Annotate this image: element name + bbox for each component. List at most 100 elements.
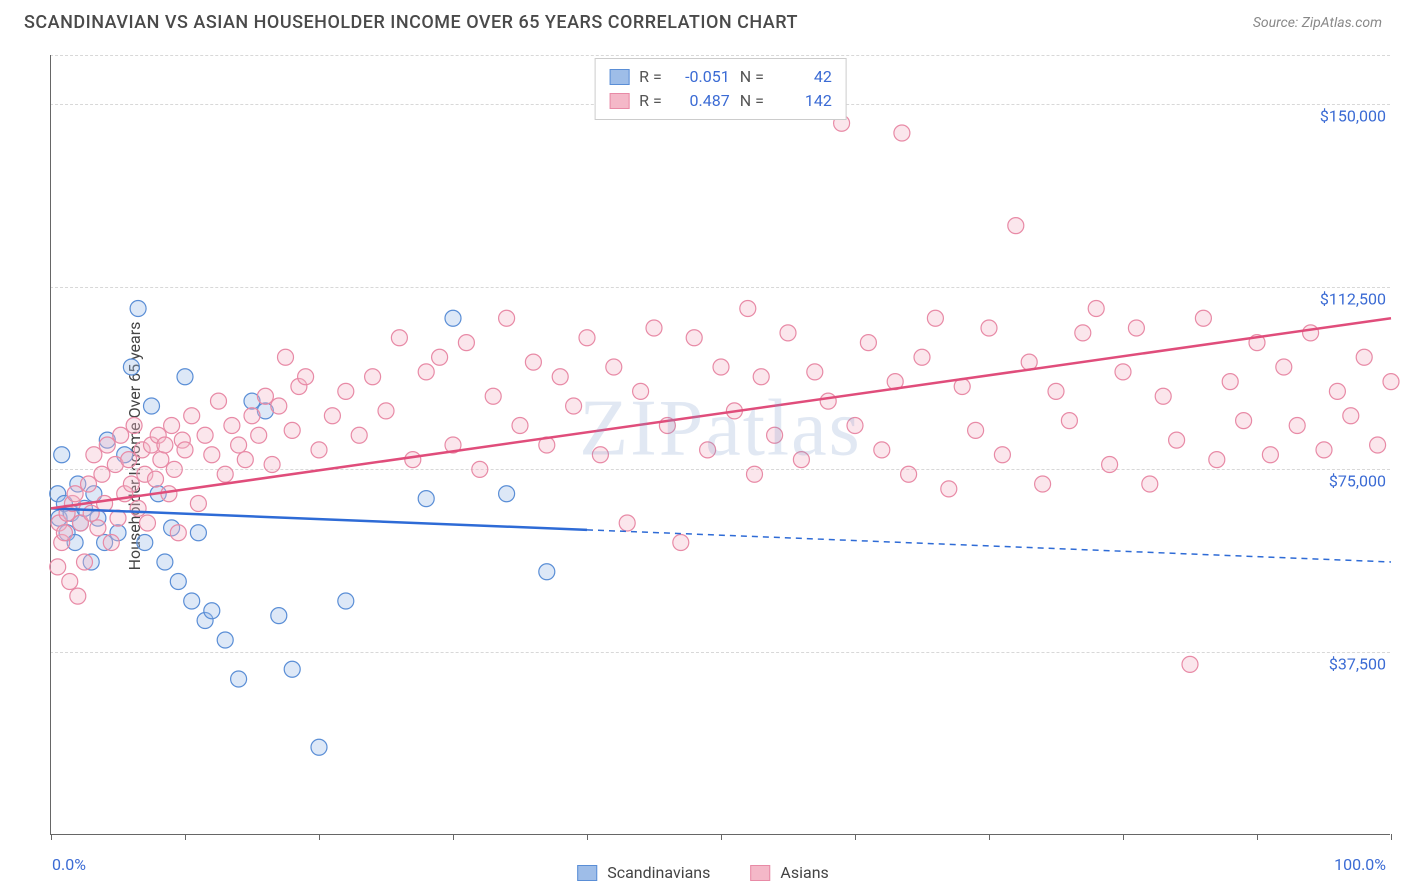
data-point <box>271 398 287 414</box>
data-point <box>284 661 300 677</box>
data-point <box>137 535 153 551</box>
data-point <box>338 593 354 609</box>
data-point <box>700 442 716 458</box>
data-point <box>56 525 72 541</box>
data-point <box>103 535 119 551</box>
data-point <box>458 335 474 351</box>
data-point <box>157 554 173 570</box>
chart-header: SCANDINAVIAN VS ASIAN HOUSEHOLDER INCOME… <box>0 0 1406 41</box>
data-point <box>130 500 146 516</box>
data-point <box>365 369 381 385</box>
x-tick <box>1257 834 1258 840</box>
x-tick <box>721 834 722 840</box>
data-point <box>144 398 160 414</box>
trend-line-extrapolated <box>587 530 1391 562</box>
data-point <box>113 427 129 443</box>
data-point <box>224 418 240 434</box>
legend-swatch-asians <box>609 93 629 109</box>
data-point <box>50 559 66 575</box>
legend-row-asians: R = 0.487 N = 142 <box>609 89 832 113</box>
data-point <box>485 388 501 404</box>
data-point <box>123 359 139 375</box>
data-point <box>130 301 146 317</box>
data-point <box>1008 218 1024 234</box>
data-point <box>1222 374 1238 390</box>
x-tick <box>855 834 856 840</box>
data-point <box>81 476 97 492</box>
data-point <box>767 427 783 443</box>
legend-item-scandinavians: Scandinavians <box>577 863 710 882</box>
data-point <box>1155 388 1171 404</box>
data-point <box>90 520 106 536</box>
data-point <box>70 588 86 604</box>
data-point <box>1356 349 1372 365</box>
x-tick <box>1123 834 1124 840</box>
data-point <box>994 447 1010 463</box>
data-point <box>217 466 233 482</box>
data-point <box>968 422 984 438</box>
data-point <box>981 320 997 336</box>
data-point <box>512 418 528 434</box>
data-point <box>525 354 541 370</box>
data-point <box>264 457 280 473</box>
legend-series-box: Scandinavians Asians <box>577 863 829 882</box>
data-point <box>62 574 78 590</box>
data-point <box>780 325 796 341</box>
data-point <box>1289 418 1305 434</box>
data-point <box>432 349 448 365</box>
data-point <box>445 310 461 326</box>
data-point <box>418 491 434 507</box>
data-point <box>713 359 729 375</box>
data-point <box>67 486 83 502</box>
data-point <box>807 364 823 380</box>
data-point <box>161 486 177 502</box>
data-point <box>170 574 186 590</box>
data-point <box>793 452 809 468</box>
x-tick <box>453 834 454 840</box>
data-point <box>499 486 515 502</box>
legend-swatch-asians-bottom <box>750 865 770 881</box>
data-point <box>204 603 220 619</box>
data-point <box>1276 359 1292 375</box>
data-point <box>860 335 876 351</box>
x-tick <box>51 834 52 840</box>
data-point <box>1182 656 1198 672</box>
legend-item-asians: Asians <box>750 863 828 882</box>
data-point <box>271 608 287 624</box>
data-point <box>284 422 300 438</box>
data-point <box>418 364 434 380</box>
data-point <box>1236 413 1252 429</box>
legend-row-scandinavians: R = -0.051 N = 42 <box>609 65 832 89</box>
data-point <box>126 418 142 434</box>
data-point <box>847 418 863 434</box>
data-point <box>311 442 327 458</box>
data-point <box>1262 447 1278 463</box>
data-point <box>190 496 206 512</box>
legend-swatch-scandinavians-bottom <box>577 865 597 881</box>
data-point <box>1115 364 1131 380</box>
data-point <box>552 369 568 385</box>
chart-plot-area: ZIPatlas R = -0.051 N = 42 R = 0.487 N =… <box>50 55 1390 835</box>
data-point <box>686 330 702 346</box>
data-point <box>592 447 608 463</box>
data-point <box>894 125 910 141</box>
data-point <box>211 393 227 409</box>
data-point <box>54 447 70 463</box>
trend-line <box>51 508 587 529</box>
data-point <box>338 383 354 399</box>
data-point <box>351 427 367 443</box>
data-point <box>901 466 917 482</box>
data-point <box>251 427 267 443</box>
data-point <box>874 442 890 458</box>
data-point <box>1035 476 1051 492</box>
x-axis-min-label: 0.0% <box>52 855 86 874</box>
data-point <box>217 632 233 648</box>
x-tick <box>989 834 990 840</box>
data-point <box>94 466 110 482</box>
data-point <box>99 437 115 453</box>
data-point <box>820 393 836 409</box>
data-point <box>86 447 102 463</box>
chart-source: Source: ZipAtlas.com <box>1253 15 1382 31</box>
data-point <box>673 535 689 551</box>
data-point <box>184 593 200 609</box>
